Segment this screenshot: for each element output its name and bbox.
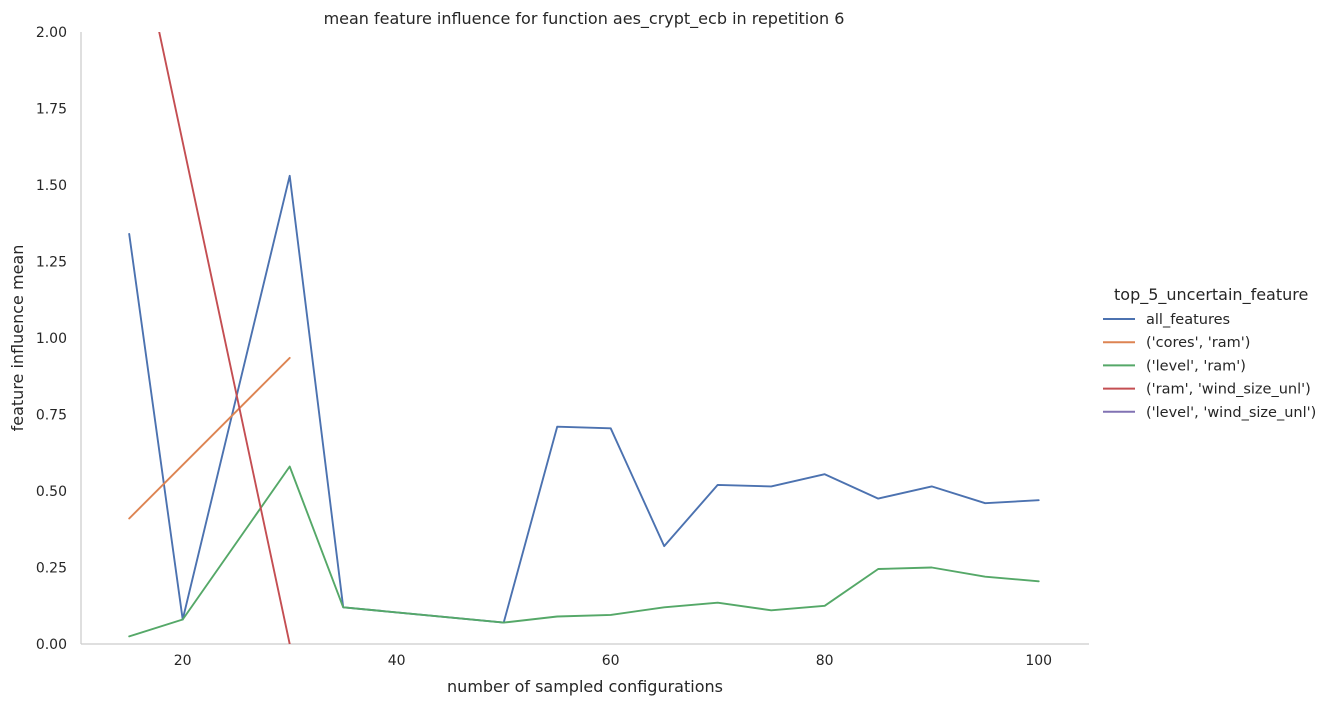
legend-label: all_features [1146,312,1230,328]
y-tick-label: 1.75 [36,102,67,118]
legend: top_5_uncertain_feature all_features ('co… [1103,285,1316,421]
series-group [128,32,1040,644]
legend-title: top_5_uncertain_feature [1114,285,1308,305]
y-tick-label: 0.50 [36,484,67,500]
series-line-1 [128,356,291,520]
y-tick-label: 2.00 [36,25,67,41]
y-tick-label: 1.00 [36,331,67,347]
y-tick-label: 0.00 [36,637,67,653]
x-tick-label: 100 [1025,653,1052,669]
legend-label: ('level', 'wind_size_unl') [1146,405,1316,421]
legend-label: ('level', 'ram') [1146,358,1246,374]
y-tick-label: 0.25 [36,561,67,577]
x-tick-label: 40 [388,653,406,669]
series-line-0 [128,174,1040,624]
x-axis-label: number of sampled configurations [447,677,723,696]
x-tick-label: 60 [602,653,620,669]
series-line-2 [128,465,1040,638]
chart-title: mean feature influence for function aes_… [324,9,845,29]
x-tick-label: 20 [174,653,192,669]
y-tick-label: 1.25 [36,255,67,271]
y-tick-label: 1.50 [36,178,67,194]
y-tick-label: 0.75 [36,408,67,424]
x-axis-ticks: 20 40 60 80 100 [174,653,1052,669]
legend-label: ('ram', 'wind_size_unl') [1146,382,1311,398]
x-tick-label: 80 [816,653,834,669]
series-line-3 [158,32,291,644]
y-axis-ticks: 0.00 0.25 0.50 0.75 1.00 1.25 1.50 1.75 2.00 [36,25,67,653]
legend-items: all_features ('cores', 'ram') ('level', 'r… [1103,312,1316,421]
y-axis-label: feature influence mean [8,245,27,432]
legend-label: ('cores', 'ram') [1146,335,1250,351]
